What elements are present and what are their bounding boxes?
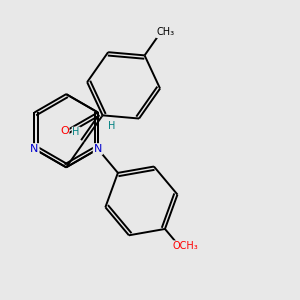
Text: N: N bbox=[94, 144, 102, 154]
Text: H: H bbox=[73, 128, 80, 137]
Text: OCH₃: OCH₃ bbox=[172, 241, 198, 251]
Text: N: N bbox=[30, 144, 39, 154]
Text: O: O bbox=[60, 126, 69, 136]
Text: H: H bbox=[107, 121, 115, 130]
Text: CH₃: CH₃ bbox=[157, 27, 175, 37]
